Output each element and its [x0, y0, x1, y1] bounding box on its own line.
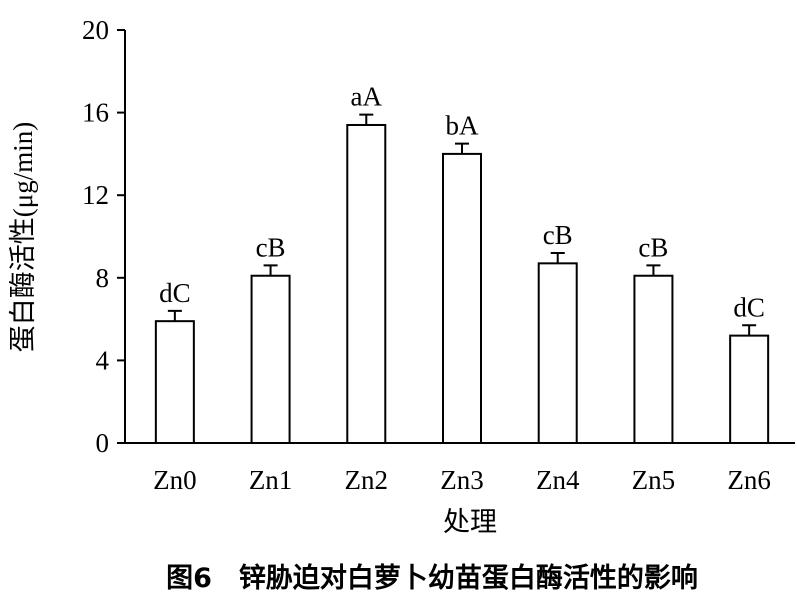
error-bar: [263, 264, 278, 276]
x-tick-label: Zn0: [153, 465, 197, 495]
error-bar: [742, 324, 757, 336]
error-bar: [455, 142, 469, 154]
significance-label: aA: [351, 82, 383, 112]
bar: [250, 274, 291, 444]
error-bar: [646, 264, 661, 276]
bar: [154, 320, 195, 445]
y-tick-label: 4: [96, 345, 110, 375]
x-tick-label: Zn1: [249, 465, 293, 495]
bar: [346, 123, 387, 445]
significance-label: bA: [446, 111, 480, 141]
bar: [633, 274, 674, 444]
y-axis-label: 蛋白酶活性(μg/min): [8, 122, 38, 352]
x-axis-label: 处理: [443, 507, 497, 537]
x-tick-label: Zn5: [632, 465, 676, 495]
x-tick-label: Zn6: [727, 465, 771, 495]
y-tick-label: 16: [82, 98, 109, 128]
error-bar: [359, 113, 374, 125]
significance-label: cB: [543, 220, 573, 250]
x-tick-label: Zn3: [440, 465, 484, 495]
x-tick-label: Zn4: [536, 465, 580, 495]
significance-label: dC: [159, 278, 191, 308]
bar: [729, 334, 770, 444]
x-tick-label: Zn2: [345, 465, 389, 495]
significance-label: dC: [733, 292, 765, 322]
caption: 图6 锌胁迫对白萝卜幼苗蛋白酶活性的影响: [166, 562, 698, 594]
y-tick-label: 8: [96, 263, 110, 293]
bar: [442, 152, 482, 444]
significance-label: cB: [638, 232, 668, 262]
y-tick-label: 0: [96, 428, 110, 458]
error-bar: [167, 309, 182, 322]
y-tick-label: 20: [82, 15, 109, 45]
bar: [537, 262, 578, 444]
y-tick-label: 12: [82, 180, 109, 210]
significance-label: cB: [256, 232, 286, 262]
error-bar: [550, 252, 565, 264]
